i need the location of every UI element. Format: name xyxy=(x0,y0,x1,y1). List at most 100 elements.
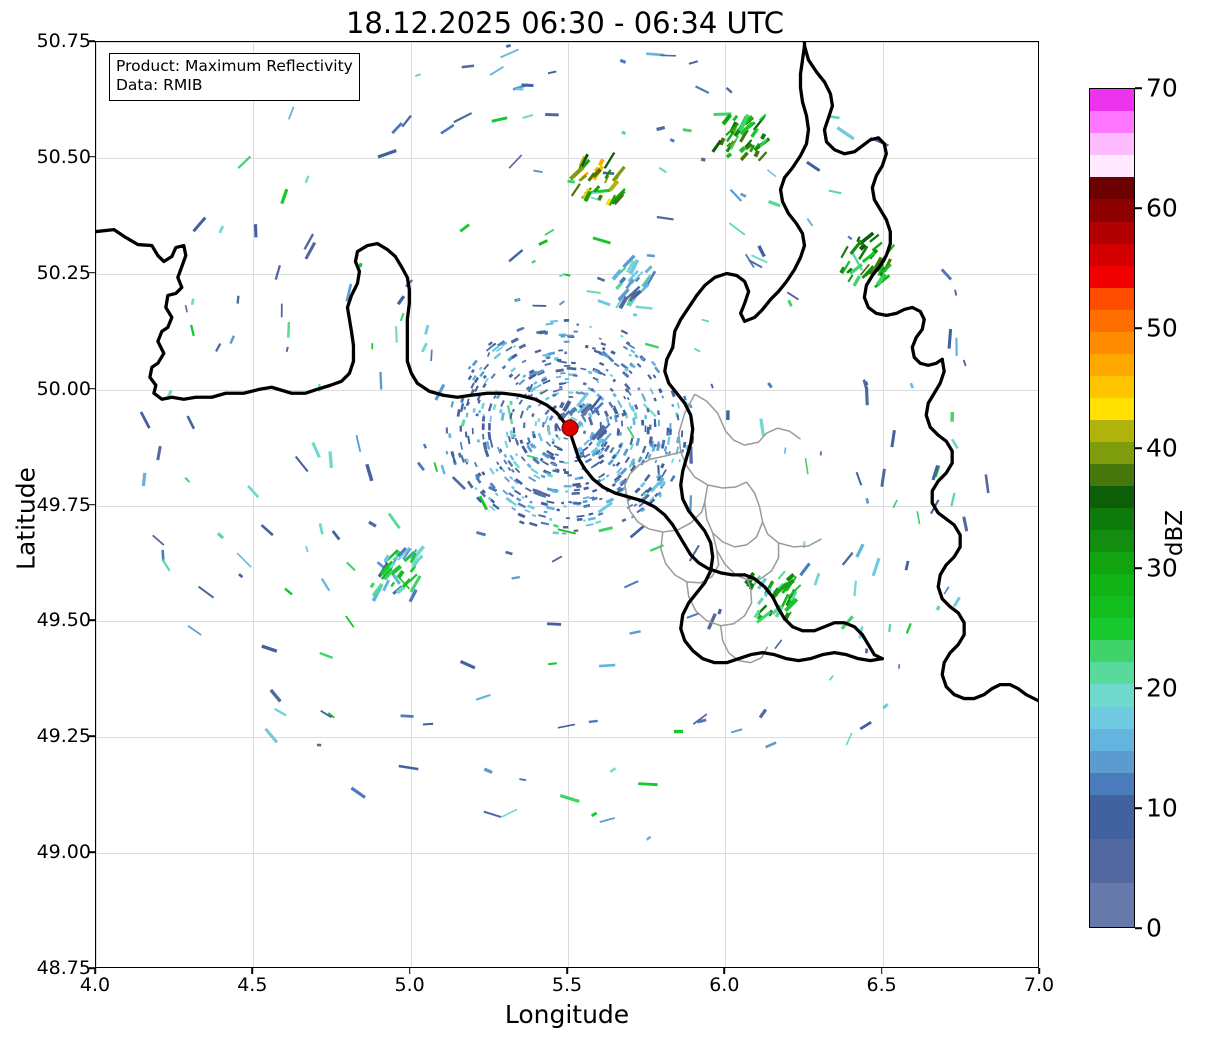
y-tick-mark xyxy=(89,40,95,42)
colorbar[interactable]: 0 10 20 30 40 50 60 70 xyxy=(1089,74,1178,943)
radar-echo xyxy=(588,719,598,724)
radar-echo xyxy=(505,496,513,503)
radar-echo xyxy=(493,352,502,360)
radar-echo xyxy=(846,267,853,274)
colorbar-band xyxy=(1090,772,1134,795)
radar-echo xyxy=(461,64,475,69)
y-tick-label: 50.00 xyxy=(36,377,91,400)
radar-echo xyxy=(304,175,310,184)
radar-echo xyxy=(600,342,607,347)
radar-echo xyxy=(475,530,486,537)
radar-echo xyxy=(760,132,767,140)
colorbar-tick-mark xyxy=(1135,807,1142,809)
x-tick-label: 4.0 xyxy=(79,974,111,996)
radar-echo xyxy=(522,114,534,120)
radar-echo xyxy=(509,430,514,438)
radar-echo xyxy=(525,385,531,391)
radar-echo xyxy=(647,453,652,460)
x-tick-mark xyxy=(880,968,883,974)
radar-echo xyxy=(619,58,627,64)
radar-echo xyxy=(440,123,455,135)
radar-echo xyxy=(379,371,383,390)
radar-echo xyxy=(678,459,681,463)
annotation-box: Product: Maximum Reflectivity Data: RMIB xyxy=(109,53,360,101)
radar-echo xyxy=(499,448,503,453)
radar-echo xyxy=(576,485,582,489)
radar-echo xyxy=(531,413,535,418)
radar-echo xyxy=(491,345,500,353)
radar-echo xyxy=(473,376,480,384)
radar-echo xyxy=(192,216,207,233)
radar-echo xyxy=(457,452,463,458)
radar-echo xyxy=(593,369,598,374)
radar-echo xyxy=(397,570,405,579)
radar-echo xyxy=(841,551,854,566)
radar-echo xyxy=(710,383,714,389)
radar-echo xyxy=(593,349,602,355)
radar-echo xyxy=(640,393,647,402)
radar-echo xyxy=(305,545,309,553)
radar-echo xyxy=(642,403,657,418)
radar-echo xyxy=(527,504,535,510)
radar-echo xyxy=(636,386,641,391)
radar-echo xyxy=(588,512,594,516)
radar-echo xyxy=(591,424,606,441)
radar-echo xyxy=(471,359,478,367)
colorbar-tick-label: 50 xyxy=(1146,313,1178,343)
radar-echo xyxy=(578,155,585,167)
radar-echo xyxy=(676,414,680,421)
radar-echo xyxy=(529,442,535,449)
radar-echo xyxy=(521,495,525,499)
radar-echo xyxy=(382,579,391,592)
radar-echo xyxy=(738,113,750,132)
radar-echo xyxy=(962,359,967,367)
colorbar-gradient xyxy=(1089,88,1135,928)
radar-echo xyxy=(881,263,892,275)
radar-echo xyxy=(676,402,680,409)
radar-echo xyxy=(633,411,638,420)
colorbar-band xyxy=(1090,199,1134,222)
radar-echo xyxy=(632,313,638,317)
radar-echo xyxy=(502,489,509,496)
radar-echo xyxy=(947,328,953,349)
radar-echo xyxy=(622,345,629,350)
radar-echo xyxy=(559,794,580,803)
radar-echo xyxy=(496,340,506,347)
radar-echo xyxy=(466,480,474,489)
radar-site-marker[interactable] xyxy=(561,419,579,437)
radar-echo xyxy=(612,463,616,467)
radar-echo xyxy=(670,390,676,398)
radar-echo xyxy=(542,460,549,466)
radar-echo xyxy=(430,349,433,362)
radar-echo xyxy=(527,464,532,469)
radar-echo xyxy=(397,546,411,561)
radar-echo xyxy=(657,477,665,486)
colorbar-tick-label: 20 xyxy=(1146,673,1178,703)
radar-echo xyxy=(839,266,846,274)
y-tick-label: 50.25 xyxy=(36,261,91,284)
map-plot-area[interactable]: Product: Maximum Reflectivity Data: RMIB xyxy=(95,41,1039,968)
radar-echo xyxy=(616,471,622,477)
radar-echo xyxy=(631,461,636,467)
radar-echo xyxy=(591,401,604,415)
gridline-vertical xyxy=(96,42,97,967)
radar-echo xyxy=(606,474,610,478)
radar-echo xyxy=(600,446,605,452)
colorbar-band xyxy=(1090,882,1134,905)
radar-echo xyxy=(645,486,653,494)
radar-echo xyxy=(721,113,732,126)
radar-echo xyxy=(482,374,487,379)
colorbar-tick-mark xyxy=(1135,687,1142,689)
radar-echo xyxy=(379,560,395,576)
colorbar-band xyxy=(1090,265,1134,288)
radar-echo xyxy=(630,349,636,354)
colorbar-tick-mark xyxy=(1135,447,1142,449)
radar-echo xyxy=(608,179,620,192)
radar-echo xyxy=(483,810,502,818)
radar-echo xyxy=(605,197,613,206)
radar-echo xyxy=(611,198,617,205)
radar-echo xyxy=(620,334,624,338)
radar-echo xyxy=(507,459,514,468)
radar-echo xyxy=(546,622,562,626)
